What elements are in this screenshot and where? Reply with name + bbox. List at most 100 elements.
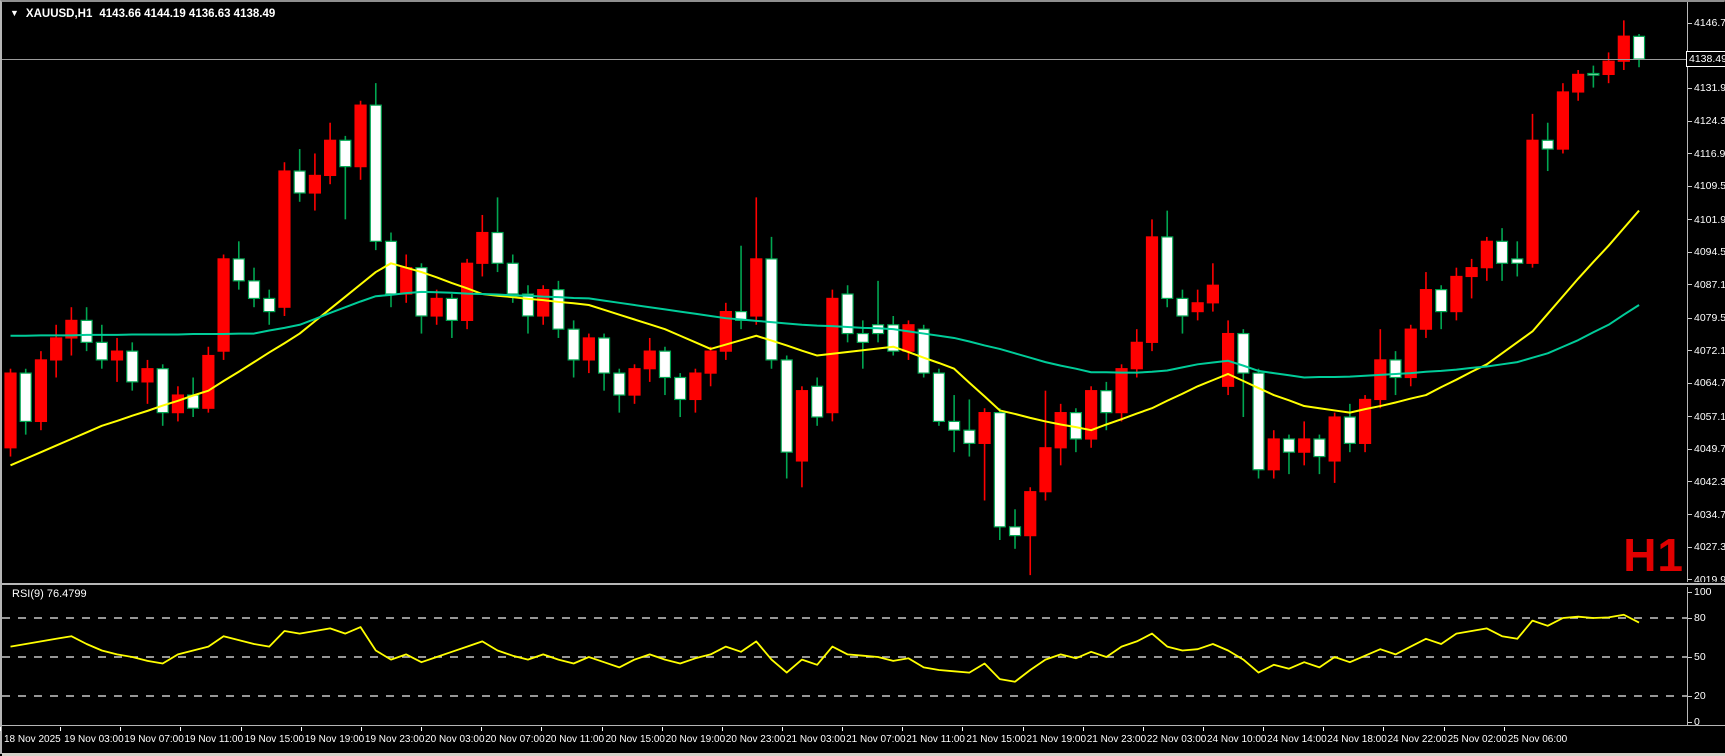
price-tick-label: 4131.90 bbox=[1694, 82, 1725, 94]
ohlc-quote-label: 4143.66 4144.19 4136.63 4138.49 bbox=[99, 8, 276, 20]
candle-up bbox=[1374, 329, 1387, 409]
price-tick-mark bbox=[1687, 22, 1692, 24]
candle-up bbox=[1419, 272, 1433, 338]
price-tick-mark bbox=[1687, 546, 1692, 548]
rsi-tick-mark bbox=[1687, 617, 1692, 619]
time-tick-label: 24 Nov 10:00 bbox=[1207, 734, 1267, 745]
candle-down bbox=[1435, 285, 1448, 330]
candle-up bbox=[308, 153, 321, 211]
price-tick-mark bbox=[1687, 219, 1692, 221]
time-tick-mark bbox=[120, 727, 122, 731]
candle-up bbox=[1404, 324, 1417, 387]
time-tick-mark bbox=[1323, 727, 1325, 731]
candle-down bbox=[1100, 381, 1113, 431]
candle-up bbox=[1115, 364, 1128, 422]
price-tick-label: 4027.30 bbox=[1694, 541, 1725, 554]
time-tick-mark bbox=[300, 727, 302, 731]
candle-up bbox=[141, 359, 154, 404]
rsi-indicator-label: RSI(9) 76.4799 bbox=[12, 588, 87, 600]
price-tick-mark bbox=[1687, 448, 1692, 450]
price-tick-label: 4064.70 bbox=[1694, 377, 1725, 390]
time-tick-label: 21 Nov 03:00 bbox=[785, 734, 846, 745]
candle-up bbox=[476, 214, 489, 277]
time-tick-mark bbox=[541, 727, 543, 731]
candle-down bbox=[156, 364, 169, 426]
candle-up bbox=[324, 122, 337, 185]
time-tick-label: 19 Nov 23:00 bbox=[364, 734, 425, 745]
ma-yellow-line bbox=[10, 209, 1640, 467]
time-tick-mark bbox=[1022, 727, 1024, 731]
time-tick-label: 20 Nov 19:00 bbox=[665, 734, 726, 745]
time-tick-label: 25 Nov 06:00 bbox=[1507, 734, 1568, 745]
price-tick-label: 4057.10 bbox=[1694, 410, 1725, 423]
candle-up bbox=[750, 197, 763, 325]
candle-down bbox=[658, 346, 672, 396]
candle-down bbox=[126, 342, 139, 391]
price-tick-label: 4101.90 bbox=[1694, 213, 1725, 226]
pane-separator-line bbox=[2, 583, 1725, 585]
time-tick-label: 21 Nov 07:00 bbox=[846, 734, 906, 745]
candle-down bbox=[521, 285, 535, 334]
candle-up bbox=[430, 289, 443, 325]
current-price-line bbox=[2, 59, 1687, 61]
timeframe-watermark: H1 bbox=[1623, 529, 1684, 581]
price-tick-mark bbox=[1687, 87, 1692, 89]
time-tick-mark bbox=[0, 727, 1, 731]
time-tick-mark bbox=[721, 727, 723, 731]
time-tick-label: 20 Nov 11:00 bbox=[545, 734, 605, 745]
price-tick-mark bbox=[1687, 350, 1692, 352]
symbol-period-label: XAUUSD,H1 bbox=[25, 8, 93, 20]
time-tick-mark bbox=[240, 727, 242, 731]
time-tick-mark bbox=[661, 727, 663, 731]
price-tick-label: 4049.70 bbox=[1694, 443, 1725, 456]
candle-up bbox=[795, 386, 809, 488]
candle-down bbox=[1313, 434, 1326, 475]
rsi-tick-label: 50 bbox=[1694, 651, 1706, 663]
candle-up bbox=[34, 351, 48, 431]
rsi-tick-mark bbox=[1687, 695, 1692, 697]
candle-up bbox=[978, 408, 991, 501]
candle-down bbox=[963, 399, 976, 457]
candle-down bbox=[567, 320, 580, 378]
pane-separator[interactable] bbox=[2, 582, 1725, 587]
candlestick-plot bbox=[4, 20, 1646, 576]
rsi-tick-mark bbox=[1687, 591, 1692, 593]
price-tick-label: 4079.50 bbox=[1694, 312, 1725, 325]
time-tick-mark bbox=[180, 727, 182, 731]
price-chart-canvas[interactable] bbox=[2, 2, 1687, 582]
time-tick-label: 19 Nov 19:00 bbox=[304, 734, 365, 745]
candle-up bbox=[1054, 403, 1067, 466]
candle-up bbox=[65, 307, 78, 356]
candle-up bbox=[1602, 52, 1615, 84]
time-tick-mark bbox=[60, 727, 62, 731]
symbol-dropdown-icon[interactable]: ▼ bbox=[10, 8, 19, 18]
rsi-tick-label: 20 bbox=[1694, 690, 1706, 702]
price-tick-mark bbox=[1687, 185, 1692, 187]
candle-down bbox=[232, 241, 245, 290]
price-tick-mark bbox=[1687, 120, 1692, 122]
time-tick-mark bbox=[902, 727, 904, 731]
time-tick-label: 24 Nov 18:00 bbox=[1327, 734, 1387, 745]
time-axis[interactable]: 18 Nov 2025 19 Nov 03:00 19 Nov 07:00 19 No… bbox=[0, 725, 1725, 754]
price-tick-mark bbox=[1687, 153, 1692, 155]
time-tick-mark bbox=[601, 727, 603, 731]
time-tick-mark bbox=[1263, 727, 1265, 731]
time-tick-label: 21 Nov 11:00 bbox=[906, 734, 965, 745]
candle-down bbox=[734, 245, 748, 330]
candle-up bbox=[1358, 395, 1372, 453]
rsi-axis[interactable]: 100 80 50 20 0 bbox=[1687, 586, 1725, 728]
time-tick-mark bbox=[1142, 727, 1144, 731]
candle-up bbox=[719, 302, 732, 360]
rsi-indicator-canvas[interactable] bbox=[2, 587, 1687, 725]
time-tick-mark bbox=[781, 727, 783, 731]
time-tick-label: 21 Nov 19:00 bbox=[1026, 734, 1087, 745]
candle-up bbox=[4, 368, 17, 457]
candle-down bbox=[932, 368, 946, 426]
rsi-tick-mark bbox=[1687, 656, 1692, 658]
price-tick-label: 4146.70 bbox=[1694, 17, 1725, 29]
price-tick-label: 4109.50 bbox=[1694, 180, 1725, 193]
price-axis[interactable]: 4146.70 4131.90 4124.30 4116.90 4109.50 4101.… bbox=[1687, 2, 1725, 586]
candle-down bbox=[613, 368, 626, 413]
time-tick-mark bbox=[842, 727, 844, 731]
